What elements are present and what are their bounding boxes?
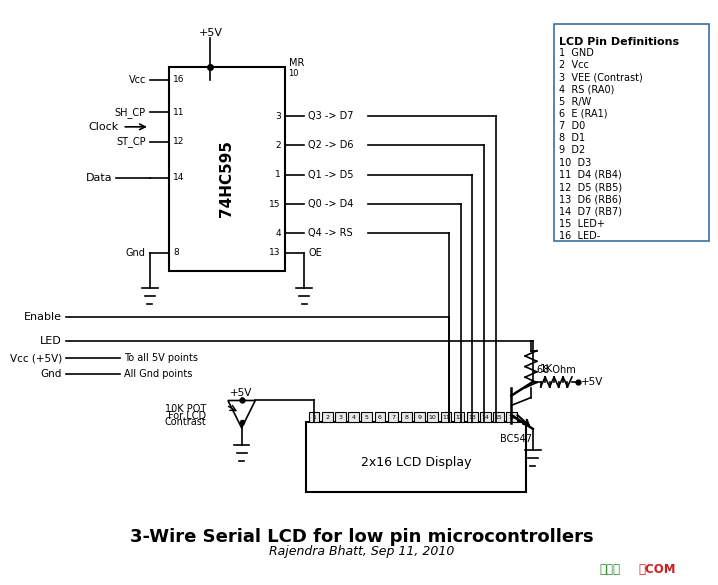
Bar (361, 412, 372, 422)
Text: 2: 2 (325, 415, 329, 419)
Bar (414, 412, 425, 422)
Text: LED: LED (40, 336, 62, 346)
Text: 16  LED-: 16 LED- (559, 231, 600, 241)
Bar (169, 67, 284, 270)
Text: 7  D0: 7 D0 (559, 121, 585, 131)
Text: For LCD: For LCD (168, 411, 207, 421)
Text: 1: 1 (275, 170, 281, 179)
Text: 14: 14 (482, 415, 490, 419)
Text: 68 Ohm: 68 Ohm (537, 365, 576, 375)
Text: 12  D5 (RB5): 12 D5 (RB5) (559, 182, 623, 192)
Text: MR: MR (289, 58, 304, 68)
Text: 10  D3: 10 D3 (559, 157, 592, 168)
Text: 16: 16 (508, 415, 516, 419)
Text: 5  R/W: 5 R/W (559, 97, 592, 106)
Text: 8: 8 (173, 249, 179, 257)
Text: 3-Wire Serial LCD for low pin microcontrollers: 3-Wire Serial LCD for low pin microcontr… (130, 528, 594, 546)
Bar (467, 412, 477, 422)
Text: 13: 13 (468, 415, 476, 419)
Text: 14: 14 (173, 173, 185, 182)
Bar (322, 412, 332, 422)
Text: 4  RS (RA0): 4 RS (RA0) (559, 84, 615, 94)
Text: 6  E (RA1): 6 E (RA1) (559, 109, 607, 119)
Bar (401, 412, 411, 422)
Text: Enable: Enable (24, 312, 62, 322)
Bar (454, 412, 465, 422)
Text: SH_CP: SH_CP (115, 106, 146, 118)
Text: Q2 -> D6: Q2 -> D6 (308, 140, 353, 150)
Text: 7: 7 (391, 415, 395, 419)
Text: BC547: BC547 (500, 433, 532, 443)
Text: ST_CP: ST_CP (116, 136, 146, 147)
Text: 11: 11 (442, 415, 449, 419)
Text: Vcc (+5V): Vcc (+5V) (9, 353, 62, 363)
Text: Gnd: Gnd (126, 248, 146, 258)
Text: 15: 15 (495, 415, 503, 419)
Text: 13: 13 (269, 249, 281, 257)
Bar (506, 412, 517, 422)
Text: 5: 5 (365, 415, 368, 419)
Text: 13  D6 (RB6): 13 D6 (RB6) (559, 194, 622, 204)
Text: 4: 4 (352, 415, 355, 419)
Text: 12: 12 (455, 415, 463, 419)
Bar (306, 422, 526, 493)
Text: All Gnd points: All Gnd points (124, 369, 192, 379)
Text: 9: 9 (417, 415, 421, 419)
Text: 6: 6 (378, 415, 382, 419)
Bar (480, 412, 491, 422)
Text: 1  GND: 1 GND (559, 47, 594, 58)
Bar (375, 412, 386, 422)
Text: 1K: 1K (540, 364, 553, 374)
Text: Rajendra Bhatt, Sep 11, 2010: Rajendra Bhatt, Sep 11, 2010 (269, 545, 454, 559)
Text: 2: 2 (275, 141, 281, 150)
Text: 10: 10 (289, 68, 299, 78)
Bar (427, 412, 438, 422)
Text: Data: Data (86, 173, 113, 183)
Text: Clock: Clock (88, 122, 118, 132)
Bar (493, 412, 504, 422)
Text: 2x16 LCD Display: 2x16 LCD Display (361, 456, 471, 469)
Text: +5V: +5V (581, 377, 603, 387)
Text: 10: 10 (429, 415, 437, 419)
Text: 12: 12 (173, 137, 185, 146)
Bar (441, 412, 452, 422)
Text: 3: 3 (275, 112, 281, 121)
Text: Gnd: Gnd (40, 369, 62, 379)
Text: Contrast: Contrast (164, 417, 207, 428)
Text: 4: 4 (275, 229, 281, 238)
Bar (309, 412, 320, 422)
Text: Q3 -> D7: Q3 -> D7 (308, 111, 353, 121)
Bar (335, 412, 345, 422)
Text: 14  D7 (RB7): 14 D7 (RB7) (559, 207, 623, 216)
Text: 2  Vcc: 2 Vcc (559, 60, 589, 70)
Bar (388, 412, 398, 422)
Text: Vcc: Vcc (129, 75, 146, 85)
Text: To all 5V points: To all 5V points (124, 353, 198, 363)
Bar (554, 24, 709, 241)
Text: 15  LED+: 15 LED+ (559, 219, 605, 229)
Text: LCD Pin Definitions: LCD Pin Definitions (559, 37, 679, 47)
Text: +5V: +5V (230, 388, 253, 398)
Text: 3  VEE (Contrast): 3 VEE (Contrast) (559, 72, 643, 82)
Text: ．COM: ．COM (638, 563, 676, 576)
Text: 16: 16 (173, 75, 185, 84)
Text: 8: 8 (404, 415, 409, 419)
Text: 74HC595: 74HC595 (220, 140, 235, 217)
Bar (348, 412, 359, 422)
Text: OE: OE (308, 248, 322, 258)
Text: Q4 -> RS: Q4 -> RS (308, 228, 353, 238)
Text: 3: 3 (338, 415, 342, 419)
Text: 11: 11 (173, 108, 185, 116)
Text: 8  D1: 8 D1 (559, 133, 585, 143)
Text: 9  D2: 9 D2 (559, 146, 585, 156)
Text: 接线图: 接线图 (600, 563, 620, 576)
Text: Q1 -> D5: Q1 -> D5 (308, 170, 353, 180)
Text: Q0 -> D4: Q0 -> D4 (308, 199, 353, 209)
Text: 15: 15 (269, 199, 281, 208)
Text: 11  D4 (RB4): 11 D4 (RB4) (559, 170, 622, 180)
Text: 10K POT: 10K POT (165, 404, 207, 414)
Text: +5V: +5V (198, 28, 223, 38)
Text: 1: 1 (312, 415, 316, 419)
